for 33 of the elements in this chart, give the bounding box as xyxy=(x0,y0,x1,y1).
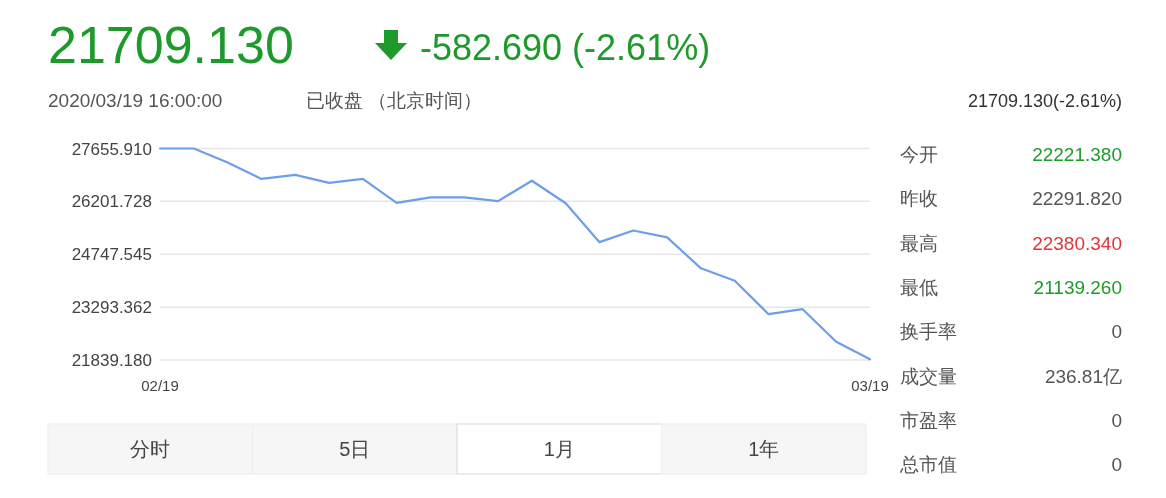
text: 1月 xyxy=(543,438,575,460)
text: 22291.820 xyxy=(1032,188,1122,210)
y-tick-label: 26201.728 xyxy=(71,192,152,212)
x-tick-label: 03/19 xyxy=(851,377,889,394)
text: 分时 xyxy=(130,438,171,460)
text: 21709.130(-2.61%) xyxy=(967,91,1122,111)
text: 0 xyxy=(1111,321,1122,343)
text: 5日 xyxy=(339,438,371,460)
text: 市盈率 xyxy=(900,409,957,431)
text: 21139.260 xyxy=(1033,276,1122,298)
chart-subtitle: -582.690 (-2.61%) xyxy=(420,27,711,68)
text: 最高 xyxy=(900,232,938,254)
text: 2020/03/19 16:00:00 xyxy=(48,90,223,111)
text: 今开 xyxy=(900,144,938,165)
text: 22380.340 xyxy=(1032,232,1122,254)
y-tick-label: 23293.362 xyxy=(71,298,152,318)
text: 成交量 xyxy=(900,365,957,387)
text: 总市值 xyxy=(899,454,957,476)
text: 0 xyxy=(1111,409,1122,431)
line-series xyxy=(158,147,872,361)
text: 已收盘 （北京时间） xyxy=(306,90,483,111)
text: 0 xyxy=(1111,454,1122,476)
text: 最低 xyxy=(900,276,938,298)
text: 236.81亿 xyxy=(1044,365,1122,387)
y-tick-label: 21839.180 xyxy=(71,351,152,370)
text: 1年 xyxy=(748,438,780,460)
y-tick-label: 27655.910 xyxy=(71,139,152,159)
y-tick-label: 24747.545 xyxy=(71,245,152,265)
text: 22221.380 xyxy=(1032,144,1122,165)
x-tick-label: 02/19 xyxy=(141,377,179,394)
chart-title: 21709.130 xyxy=(48,16,294,74)
text: 换手率 xyxy=(900,321,957,343)
text: 昨收 xyxy=(900,188,938,210)
